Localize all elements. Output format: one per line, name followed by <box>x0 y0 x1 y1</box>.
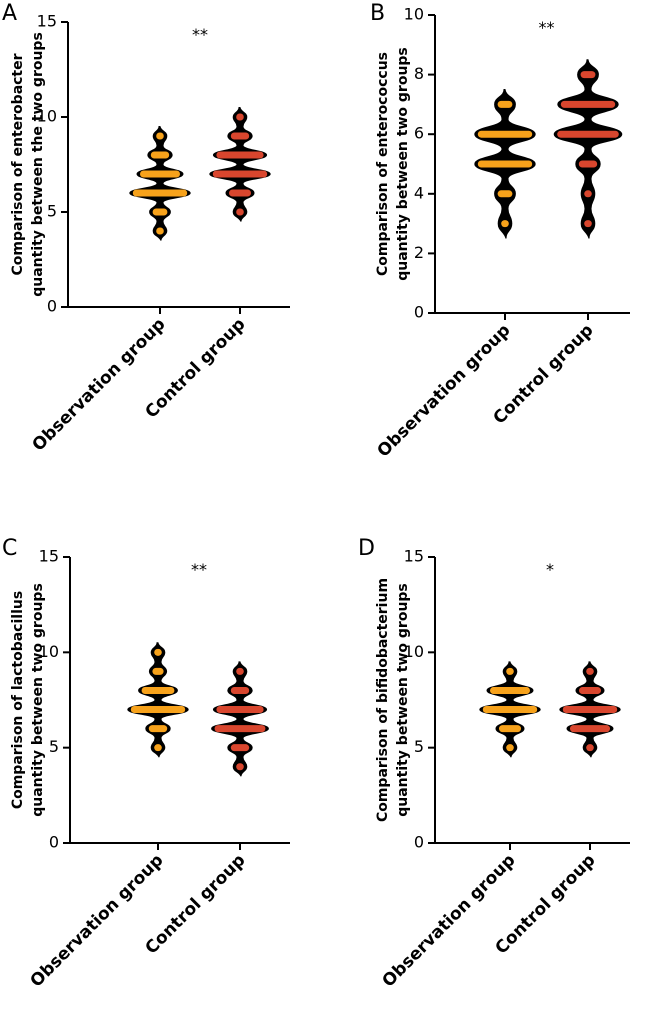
dot-row <box>130 706 186 714</box>
dot-row <box>152 208 168 216</box>
dot-row <box>501 220 509 228</box>
panel-label: B <box>370 1 385 26</box>
dot-row <box>152 667 164 675</box>
dot-row <box>586 744 594 752</box>
dot-row <box>562 706 618 714</box>
dot-row <box>216 706 264 714</box>
dot-row <box>497 190 513 198</box>
dot-row <box>490 686 530 694</box>
dot-row <box>579 686 601 694</box>
dot-row <box>140 170 180 178</box>
dot-row <box>557 130 619 138</box>
dot-row <box>141 686 175 694</box>
dot-row <box>482 706 538 714</box>
x-tick-label: Observation group <box>29 314 170 455</box>
panel-label: D <box>358 536 375 561</box>
dot-row <box>156 227 164 235</box>
y-axis-label: quantity between the two groups <box>30 32 46 297</box>
y-tick-label: 15 <box>37 12 57 31</box>
panel: B ** Comparison of enterococcus quantity be… <box>370 1 630 461</box>
dot-row <box>150 151 170 159</box>
x-tick-label: Observation group <box>27 850 168 991</box>
y-axis-label: Comparison of enterobacter <box>10 53 26 275</box>
dot-row <box>506 667 514 675</box>
y-tick-label: 15 <box>404 547 424 566</box>
violin-outline <box>211 661 269 777</box>
annotation: ** <box>192 25 208 44</box>
y-tick-label: 5 <box>47 202 57 221</box>
dot-row <box>216 151 264 159</box>
dot-row <box>230 686 250 694</box>
dot-row <box>560 100 616 108</box>
dot-row <box>236 667 244 675</box>
dot-row <box>236 208 244 216</box>
dot-row <box>584 220 592 228</box>
y-tick-label: 5 <box>49 737 59 756</box>
dot-row <box>236 113 244 121</box>
y-axis-label: Comparison of enterococcus <box>375 52 391 276</box>
y-tick-label: 10 <box>39 642 59 661</box>
dot-row <box>154 648 162 656</box>
dot-row <box>229 189 251 197</box>
panel-label: A <box>2 1 17 26</box>
dot-row <box>499 725 521 733</box>
dot-row <box>477 160 533 168</box>
violin-outline <box>127 642 189 758</box>
panel: D * Comparison of bifidobacterium quantity … <box>358 536 630 991</box>
panel-label: C <box>2 536 17 561</box>
dot-row <box>506 744 514 752</box>
dot-row <box>580 71 596 79</box>
y-tick-label: 10 <box>404 5 424 24</box>
x-tick-label: Observation group <box>379 850 520 991</box>
violin-outline <box>209 107 271 222</box>
y-tick-label: 0 <box>49 833 59 852</box>
y-tick-label: 0 <box>47 297 57 316</box>
y-tick-label: 8 <box>414 64 424 83</box>
dot-row <box>214 725 266 733</box>
dot-row <box>230 744 250 752</box>
y-tick-label: 2 <box>414 243 424 262</box>
dot-row <box>497 100 513 108</box>
y-axis-label: Comparison of lactobacillus <box>10 591 26 809</box>
y-tick-label: 10 <box>404 642 424 661</box>
dot-row <box>236 763 244 771</box>
panel: C ** Comparison of lactobacillus quantity b… <box>2 536 290 991</box>
dot-row <box>230 132 250 140</box>
dot-row <box>584 190 592 198</box>
y-tick-label: 6 <box>414 124 424 143</box>
y-tick-label: 15 <box>39 547 59 566</box>
y-tick-label: 4 <box>414 183 424 202</box>
dot-row <box>132 189 188 197</box>
y-axis-label: quantity between two groups <box>395 47 411 281</box>
annotation: ** <box>539 18 555 37</box>
y-tick-label: 5 <box>414 737 424 756</box>
y-tick-label: 10 <box>37 107 57 126</box>
x-tick-label: Observation group <box>374 320 515 461</box>
dot-row <box>477 130 533 138</box>
annotation: ** <box>191 560 207 579</box>
panel: A ** Comparison of enterobacter quantity be… <box>2 1 290 455</box>
dot-row <box>156 132 164 140</box>
dot-row <box>570 725 610 733</box>
annotation: * <box>546 560 554 579</box>
y-axis-label: quantity between two groups <box>30 583 46 817</box>
dot-row <box>212 170 268 178</box>
violin-outline <box>129 126 191 241</box>
y-axis-label: Comparison of bifidobacterium <box>375 578 391 822</box>
dot-row <box>154 744 162 752</box>
y-tick-label: 0 <box>414 833 424 852</box>
dot-row <box>148 725 168 733</box>
dot-row <box>578 160 598 168</box>
violin-outline <box>553 59 623 239</box>
y-axis-label: quantity between two groups <box>395 583 411 817</box>
dot-row <box>586 667 594 675</box>
y-tick-label: 0 <box>414 303 424 322</box>
